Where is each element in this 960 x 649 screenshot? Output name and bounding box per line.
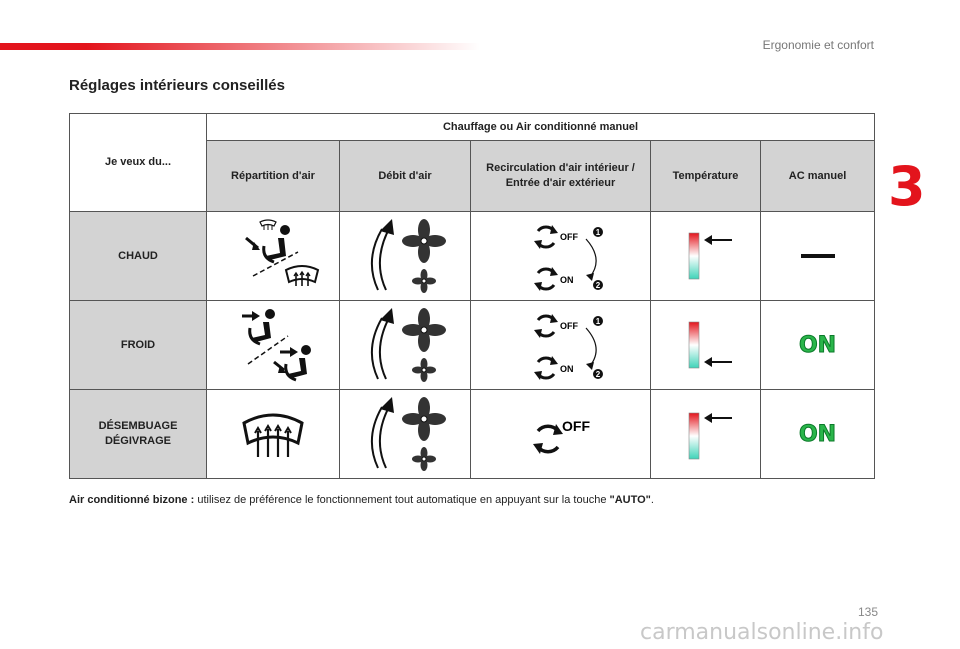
recirc-off-label: OFF [560,232,578,242]
recirculation-cell: OFF ON 1 2 [470,300,651,390]
corner-label: Je veux du... [69,113,207,212]
settings-table: Je veux du... Chauffage ou Air condition… [69,113,876,479]
recirculation-cell: OFF ON 1 2 [470,211,651,301]
recirculation-icon [533,314,558,338]
footnote-end: . [650,494,654,506]
feet-and-windscreen-airflow-icon [245,219,320,286]
watermark: carmanualsonline.info [640,620,884,645]
svg-text:2: 2 [595,370,600,379]
table-row: DÉSEMBUAGE DÉGIVRAGE [69,389,876,479]
row-label-demist: DÉSEMBUAGE DÉGIVRAGE [69,389,207,479]
step-2-badge [592,280,603,290]
chapter-number: 3 [888,155,926,218]
temperature-cell [650,300,761,390]
col-header-recirculation: Recirculation d'air intérieur / Entrée d… [470,140,651,212]
face-and-feet-airflow-icon [242,309,311,382]
footnote-label: Air conditionné bizone : [69,494,195,506]
recirc-on-label: ON [560,364,574,374]
windscreen-demist-icon [242,413,304,457]
header-accent-bar [0,43,480,50]
table-row: CHAUD [69,211,876,301]
ac-off-dash [800,254,835,258]
recirculation-cell: OFF [470,389,651,479]
distribution-cell [206,211,340,301]
temperature-low-icon [688,321,732,369]
page-number: 135 [858,605,879,619]
fresh-air-icon [533,267,558,291]
svg-text:2: 2 [595,281,600,290]
footnote-text: utilisez de préférence le fonctionnement… [194,494,610,506]
col-header-temperature: Température [650,140,761,212]
ac-cell [759,211,876,301]
recirculation-icon [533,225,558,249]
recirc-off-label: OFF [560,321,578,331]
flow-cell [339,300,471,390]
recirc-off-label: OFF [562,418,590,434]
group-header: Chauffage ou Air conditionné manuel [205,113,876,141]
row-label-froid: FROID [69,300,207,390]
temperature-cell [650,211,761,301]
flow-cell [339,389,471,479]
recirc-on-label: ON [560,275,574,285]
temperature-cell [650,389,761,479]
footnote: Air conditionné bizone : utilisez de pré… [69,494,654,506]
svg-text:1: 1 [595,317,600,326]
temperature-high-icon [688,412,732,460]
ac-cell: ON [759,389,876,479]
section-title: Ergonomie et confort [762,38,874,52]
col-header-ac: AC manuel [759,140,876,212]
ac-on-label: ON [798,421,837,447]
step-2-badge [592,369,603,379]
fan-speed-increase-icon [370,308,446,382]
fresh-air-icon [533,356,558,380]
step-1-badge [592,227,603,237]
row-label-line2: DÉGIVRAGE [104,435,171,447]
temperature-high-icon [688,232,732,280]
row-label-line1: DÉSEMBUAGE [98,420,178,432]
footnote-key: "AUTO" [609,494,651,506]
distribution-cell [206,389,340,479]
ac-on-label: ON [798,332,837,358]
col-header-flow: Débit d'air [339,140,471,212]
ac-cell: ON [759,300,876,390]
fan-speed-increase-icon [370,219,446,293]
recirculation-icon [532,424,563,454]
svg-text:1: 1 [595,228,600,237]
flow-cell [339,211,471,301]
step-1-badge [592,316,603,326]
page-heading: Réglages intérieurs conseillés [69,77,285,94]
distribution-cell [206,300,340,390]
col-header-distribution: Répartition d'air [206,140,340,212]
fan-speed-increase-icon [370,397,446,471]
table-row: FROID [69,300,876,390]
row-label-chaud: CHAUD [69,211,207,301]
